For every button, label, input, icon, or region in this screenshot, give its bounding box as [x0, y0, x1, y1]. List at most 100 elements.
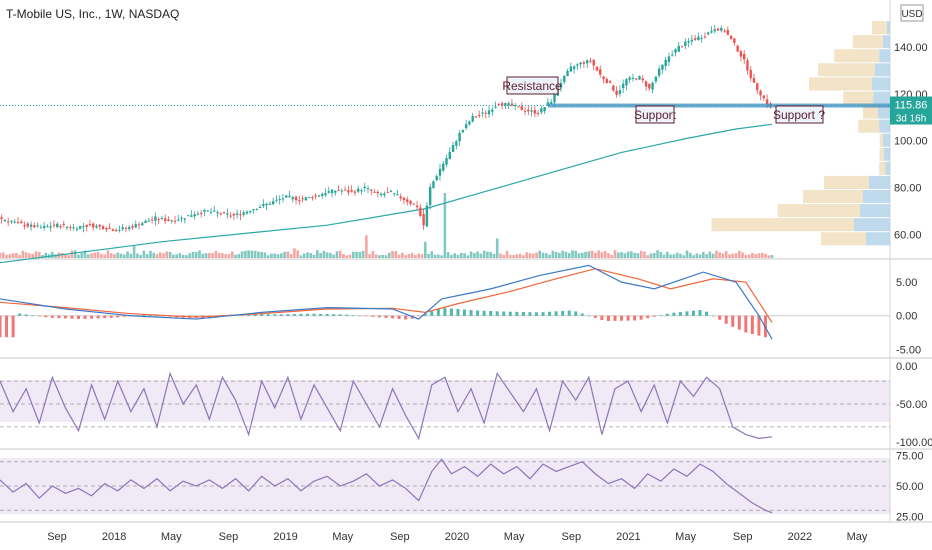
- macd-histogram-bar: [541, 312, 545, 316]
- macd-histogram-bar: [620, 315, 624, 321]
- candle-body: [608, 81, 612, 83]
- volume-bar: [257, 251, 260, 258]
- volume-bar: [737, 250, 741, 258]
- volume-bar: [584, 251, 587, 258]
- volume-bar: [692, 255, 695, 258]
- volume-profile-down: [875, 63, 890, 77]
- candle-body: [563, 75, 566, 82]
- candle-body: [46, 226, 49, 228]
- volume-bar: [587, 251, 591, 258]
- macd-histogram-bar: [18, 313, 22, 316]
- candle-body: [428, 187, 432, 206]
- macd-histogram-bar: [70, 315, 74, 319]
- volume-bar: [1, 252, 5, 258]
- volume-bar: [459, 252, 463, 258]
- volume-bar: [24, 252, 28, 258]
- candle-body: [399, 196, 402, 199]
- macd-histogram-bar: [109, 315, 113, 318]
- candle-body: [56, 223, 59, 228]
- candle-body: [353, 191, 357, 193]
- candle-body: [265, 203, 268, 206]
- macd-histogram-bar: [96, 315, 100, 319]
- volume-bar: [289, 254, 293, 258]
- candle-body: [389, 190, 393, 192]
- candle-body: [6, 221, 10, 223]
- volume-bar: [335, 251, 339, 258]
- volume-bar: [280, 253, 283, 258]
- volume-bar: [158, 252, 162, 258]
- macd-histogram-bar: [31, 315, 35, 316]
- volume-bar: [296, 250, 299, 258]
- candle-body: [337, 190, 340, 192]
- candle-body: [118, 229, 121, 231]
- volume-profile-down: [887, 21, 890, 35]
- macd-histogram-bar: [397, 315, 401, 319]
- volume-bar: [407, 253, 411, 258]
- williams-tick-label: -50.00: [896, 399, 927, 411]
- volume-bar: [260, 252, 263, 258]
- volume-bar: [705, 254, 708, 258]
- macd-histogram-bar: [685, 311, 689, 316]
- volume-profile-up: [821, 232, 866, 246]
- macd-histogram-bar: [665, 313, 669, 316]
- candle-body: [177, 219, 180, 221]
- candle-body: [406, 199, 409, 203]
- time-tick-label: May: [161, 531, 182, 543]
- volume-bar: [446, 252, 450, 258]
- candle-body: [589, 60, 592, 62]
- volume-bar: [440, 255, 443, 258]
- currency-box[interactable]: [900, 4, 924, 22]
- last-price-value: 115.86: [895, 100, 928, 112]
- volume-profile-down: [866, 232, 890, 246]
- volume-bar: [558, 252, 561, 258]
- volume-bar: [695, 253, 699, 258]
- candle-body: [131, 226, 134, 228]
- candle-body: [749, 69, 752, 79]
- macd-histogram-bar: [750, 315, 754, 335]
- macd-histogram-bar: [90, 315, 94, 319]
- candle-body: [759, 90, 762, 96]
- candle-body: [213, 210, 216, 212]
- volume-bar: [15, 252, 18, 258]
- candle-body: [255, 209, 258, 211]
- candle-body: [52, 224, 56, 226]
- candle-body: [536, 112, 540, 114]
- candle-body: [700, 37, 703, 39]
- candle-body: [343, 189, 347, 191]
- candle-body: [752, 77, 756, 83]
- volume-bar: [482, 250, 486, 258]
- volume-bar: [652, 252, 656, 258]
- volume-bar: [594, 252, 597, 258]
- volume-profile-up: [843, 91, 874, 105]
- macd-histogram-bar: [377, 315, 381, 318]
- volume-bar: [401, 252, 404, 258]
- candle-body: [612, 85, 615, 91]
- williams-tick-label: -100.00: [896, 437, 932, 449]
- macd-histogram-bar: [737, 315, 741, 330]
- macd-histogram-bar: [508, 311, 512, 316]
- volume-bar: [188, 253, 192, 258]
- candle-body: [638, 76, 641, 80]
- volume-bar: [636, 253, 640, 258]
- volume-bar: [741, 252, 744, 258]
- candle-body: [500, 103, 504, 106]
- volume-bar: [204, 253, 208, 258]
- volume-bar: [18, 254, 21, 258]
- volume-bar: [70, 250, 74, 258]
- candle-body: [756, 83, 759, 91]
- macd-histogram-bar: [286, 314, 290, 316]
- volume-bar: [623, 253, 627, 258]
- volume-bar: [276, 254, 280, 258]
- candle-body: [39, 227, 43, 229]
- candle-body: [291, 197, 294, 200]
- macd-histogram-bar: [757, 315, 761, 336]
- volume-bar: [126, 251, 129, 258]
- candle-body: [92, 223, 95, 228]
- time-tick-label: 2018: [102, 531, 126, 543]
- volume-bar: [567, 253, 571, 258]
- volume-bar: [675, 252, 679, 258]
- candle-body: [281, 198, 285, 200]
- volume-bar: [509, 254, 512, 258]
- volume-bar: [316, 250, 319, 258]
- volume-bar: [368, 254, 371, 258]
